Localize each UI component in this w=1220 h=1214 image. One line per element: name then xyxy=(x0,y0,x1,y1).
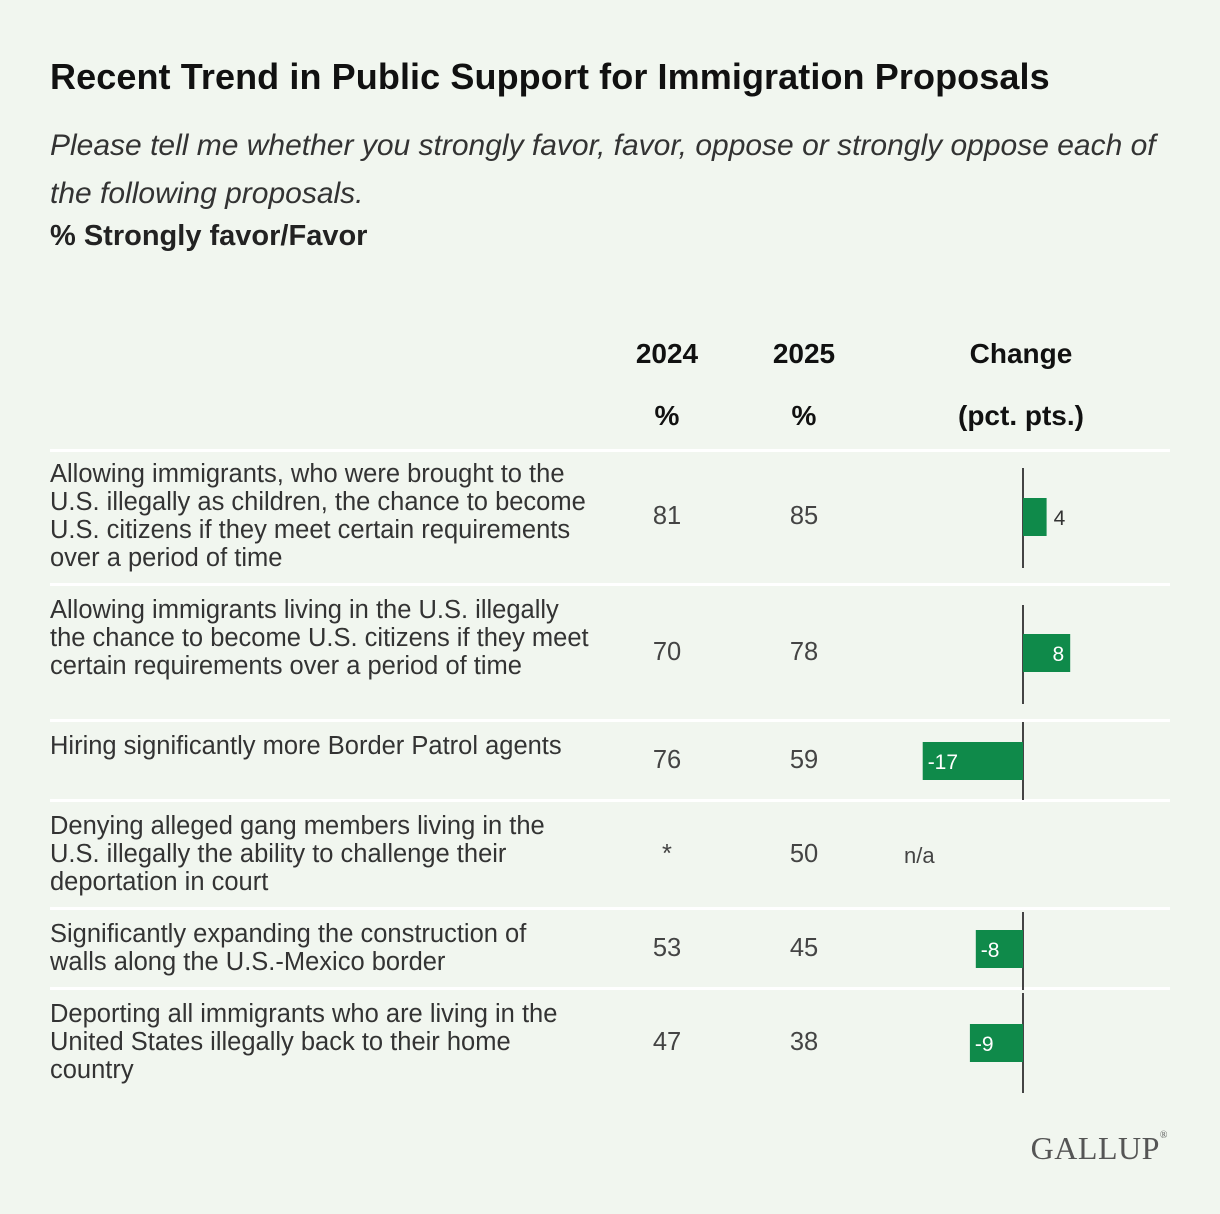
table-row-label: Significantly expanding the construction… xyxy=(50,920,527,976)
column-header-2024: 2024 % xyxy=(617,323,717,447)
registered-mark: ® xyxy=(1159,1130,1168,1141)
value-2025: 78 xyxy=(789,638,819,666)
gallup-logo: GALLUP® xyxy=(1031,1130,1168,1167)
change-bar-label: -8 xyxy=(981,939,1000,962)
row-divider xyxy=(50,987,1170,990)
change-na-label: n/a xyxy=(904,843,935,868)
value-2025: 50 xyxy=(789,840,819,868)
column-header-2024-year: 2024 xyxy=(635,338,699,369)
chart-title: Recent Trend in Public Support for Immig… xyxy=(50,56,1050,97)
value-2024: 81 xyxy=(652,502,682,530)
row-divider xyxy=(50,799,1170,802)
row-divider xyxy=(50,907,1170,910)
chart-subtitle: Please tell me whether you strongly favo… xyxy=(50,129,1156,210)
change-bar xyxy=(969,1024,1023,1062)
column-header-change: Change (pct. pts.) xyxy=(920,323,1122,447)
row-divider xyxy=(50,583,1170,586)
measure-label: % Strongly favor/Favor xyxy=(50,220,368,252)
value-2024: 53 xyxy=(652,934,682,962)
change-bar-label: 8 xyxy=(1053,643,1065,666)
column-header-2024-unit: % xyxy=(654,400,680,431)
value-2024: 47 xyxy=(652,1028,682,1056)
change-bar-label: -17 xyxy=(928,751,958,774)
change-bar xyxy=(1023,634,1071,672)
value-2024: * xyxy=(662,840,672,868)
change-bar xyxy=(1023,498,1047,536)
column-header-2025-unit: % xyxy=(791,400,817,431)
change-bar xyxy=(922,742,1023,780)
value-2025: 45 xyxy=(789,934,819,962)
value-2024: 70 xyxy=(652,638,682,666)
column-header-change-unit: (pct. pts.) xyxy=(958,400,1084,431)
change-bar xyxy=(975,930,1023,968)
change-bar-label: 4 xyxy=(1054,507,1066,530)
table-row-label: Denying alleged gang members living in t… xyxy=(50,812,545,896)
column-header-2025: 2025 % xyxy=(754,323,854,447)
change-bar-label: -9 xyxy=(975,1033,994,1056)
row-divider xyxy=(50,719,1170,722)
column-header-change-title: Change xyxy=(969,338,1073,369)
table-row-label: Allowing immigrants, who were brought to… xyxy=(50,460,586,572)
table-row-label: Allowing immigrants living in the U.S. i… xyxy=(50,596,589,680)
table-row-label: Deporting all immigrants who are living … xyxy=(50,1000,558,1084)
gallup-logo-text: GALLUP xyxy=(1030,1130,1160,1166)
change-bar-chart: 4 8 -17 -8 -9 xyxy=(922,468,1071,1093)
value-2025: 85 xyxy=(789,502,819,530)
table-row-label: Hiring significantly more Border Patrol … xyxy=(50,732,562,760)
column-header-2025-year: 2025 xyxy=(772,338,836,369)
value-2025: 59 xyxy=(789,746,819,774)
row-divider xyxy=(50,449,1170,452)
value-2024: 76 xyxy=(652,746,682,774)
value-2025: 38 xyxy=(789,1028,819,1056)
